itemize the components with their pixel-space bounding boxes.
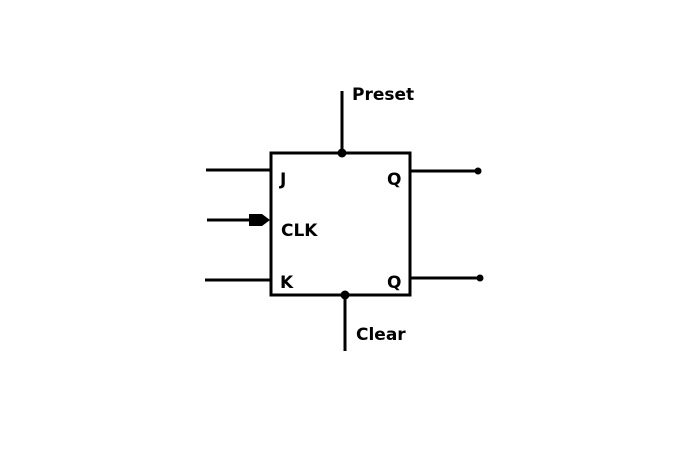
q-bar-label: Q xyxy=(387,273,401,293)
q-output-node xyxy=(474,167,482,175)
j-label: J xyxy=(279,170,286,190)
clear-label: Clear xyxy=(356,325,406,345)
clk-arrow-icon xyxy=(249,214,270,226)
k-label: K xyxy=(280,273,294,293)
q-label: Q xyxy=(387,170,401,190)
preset-label: Preset xyxy=(352,85,414,105)
q-bar-output-node xyxy=(476,274,484,282)
clk-label: CLK xyxy=(281,221,318,241)
